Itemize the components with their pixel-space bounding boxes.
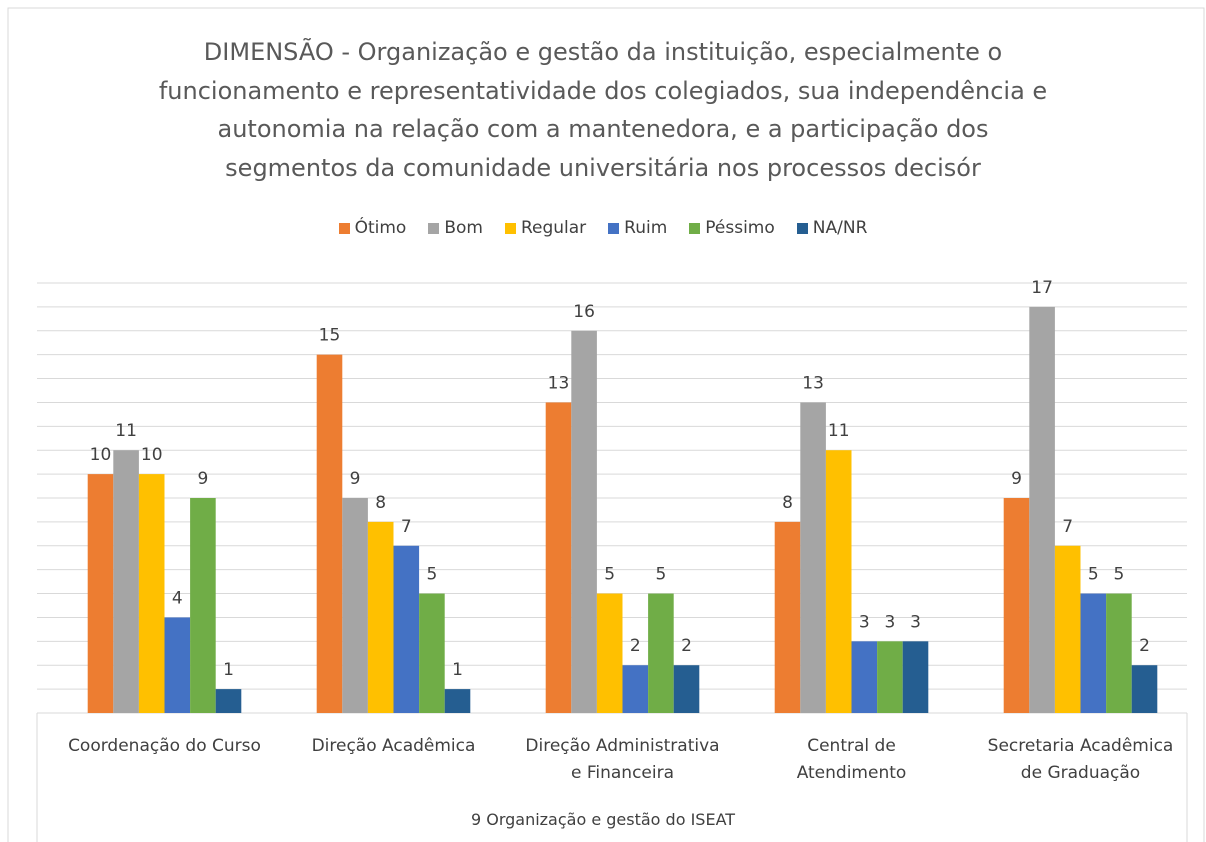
data-label: 10 <box>90 445 112 465</box>
data-label: 9 <box>1011 469 1022 489</box>
bar <box>851 641 878 713</box>
legend-swatch <box>428 222 440 234</box>
legend-label: Ruim <box>624 218 668 238</box>
bar <box>648 593 674 713</box>
legend-swatch <box>689 222 701 234</box>
bar <box>774 521 801 713</box>
legend-label: Ótimo <box>354 218 407 238</box>
bar <box>673 665 700 713</box>
data-label: 8 <box>375 493 386 513</box>
data-label: 5 <box>655 565 666 585</box>
data-label: 7 <box>401 517 412 537</box>
bar <box>877 641 903 713</box>
data-label: 13 <box>802 373 824 393</box>
bar <box>622 665 649 713</box>
bar <box>1131 665 1158 713</box>
x-tick-label: Coordenação do Curso <box>68 736 261 756</box>
legend-swatch <box>504 222 516 234</box>
x-tick-label: Central de Atendimento <box>796 736 907 783</box>
bar <box>419 593 445 713</box>
bar <box>164 617 191 713</box>
data-label: 3 <box>884 612 895 632</box>
legend-item: Regular <box>504 218 587 238</box>
data-label: 5 <box>1113 565 1124 585</box>
bar <box>393 545 420 713</box>
data-label: 5 <box>426 565 437 585</box>
legend-label: Regular <box>520 218 587 238</box>
legend-item: Péssimo <box>689 218 775 238</box>
bar <box>113 450 139 713</box>
bar <box>545 402 572 713</box>
data-label: 1 <box>223 660 234 680</box>
bar <box>571 330 597 713</box>
data-label: 15 <box>319 326 341 346</box>
bar <box>342 498 368 713</box>
data-label: 3 <box>910 612 921 632</box>
data-label: 2 <box>1139 636 1150 656</box>
bar <box>316 354 343 713</box>
legend-item: Ruim <box>608 218 667 238</box>
legend-swatch <box>608 222 620 234</box>
bar <box>190 498 216 713</box>
bar <box>1003 498 1030 713</box>
bar <box>825 450 852 713</box>
data-label: 8 <box>782 493 793 513</box>
bar <box>444 689 471 713</box>
bar <box>367 521 394 713</box>
bar <box>1029 306 1055 713</box>
legend: Ótimo Bom Regular Ruim Péssimo NA/NR <box>0 218 1206 238</box>
frame <box>7 7 1205 842</box>
data-label: 3 <box>859 612 870 632</box>
legend-label: Bom <box>444 218 483 238</box>
x-axis-title: 9 Organização e gestão do ISEAT <box>470 810 736 829</box>
bar <box>800 402 826 713</box>
x-tick-label: Direção Administrativa e Financeira <box>525 736 720 783</box>
data-label: 10 <box>141 445 163 465</box>
bar <box>902 641 929 713</box>
legend-label: Péssimo <box>705 218 775 238</box>
data-label: 13 <box>548 373 570 393</box>
bar <box>1106 593 1132 713</box>
legend-item: Bom <box>428 218 483 238</box>
data-label: 1 <box>452 660 463 680</box>
legend-swatch <box>796 222 808 234</box>
bar <box>1080 593 1107 713</box>
data-label: 5 <box>604 565 615 585</box>
legend-swatch <box>338 222 350 234</box>
x-tick-label: Secretaria Acadêmica de Graduação <box>987 736 1174 783</box>
data-label: 9 <box>197 469 208 489</box>
legend-item: NA/NR <box>796 218 868 238</box>
bar <box>596 593 623 713</box>
data-label: 2 <box>630 636 641 656</box>
data-label: 16 <box>573 302 595 322</box>
legend-item: Ótimo <box>338 218 407 238</box>
x-tick-label: Direção Acadêmica <box>311 736 476 756</box>
data-label: 4 <box>172 588 183 608</box>
chart-title: DIMENSÃO - Organização e gestão da insti… <box>158 38 1048 182</box>
bar <box>215 689 242 713</box>
data-label: 2 <box>681 636 692 656</box>
bar <box>138 474 165 713</box>
data-label: 17 <box>1031 278 1053 298</box>
bar <box>1054 545 1081 713</box>
bar <box>87 474 114 713</box>
legend-label: NA/NR <box>812 218 868 238</box>
data-label: 7 <box>1062 517 1073 537</box>
data-label: 9 <box>350 469 361 489</box>
data-label: 11 <box>115 421 137 441</box>
data-label: 5 <box>1088 565 1099 585</box>
data-label: 11 <box>828 421 850 441</box>
